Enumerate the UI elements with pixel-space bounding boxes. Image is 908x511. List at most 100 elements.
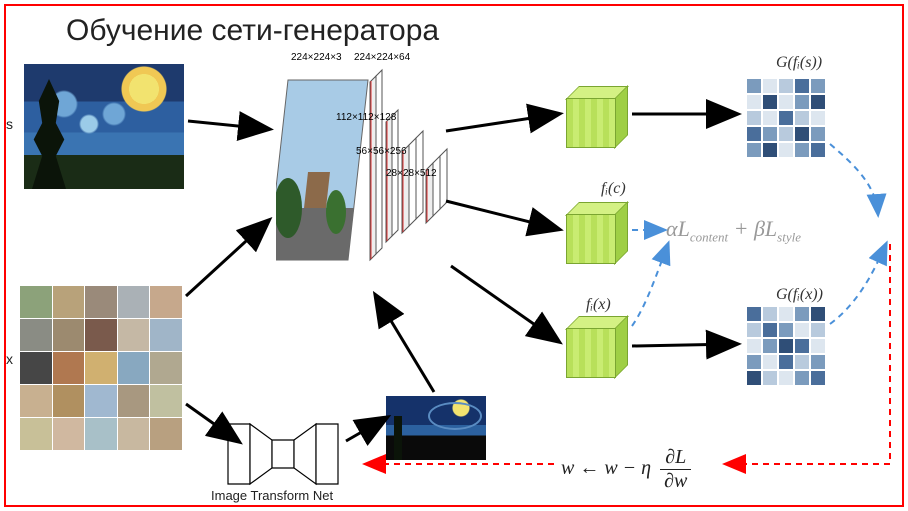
- diagram-canvas: Обучение сети-генератора s x: [4, 4, 904, 507]
- grid-x-cell: [85, 319, 117, 351]
- grid-x-cell: [85, 286, 117, 318]
- gram-cell: [746, 306, 762, 322]
- page-title: Обучение сети-генератора: [66, 14, 439, 48]
- grid-x-cell: [150, 286, 182, 318]
- grid-x-cell: [53, 418, 85, 450]
- grid-x-cell: [53, 385, 85, 417]
- grid-x-cell: [53, 352, 85, 384]
- gram-cell: [762, 370, 778, 386]
- grid-x-cell: [118, 418, 150, 450]
- upd-den: ∂w: [660, 470, 691, 493]
- gram-cell: [762, 110, 778, 126]
- gram-cell: [762, 306, 778, 322]
- alpha: α: [666, 216, 678, 241]
- gram-cell: [810, 322, 826, 338]
- gram-cell: [762, 126, 778, 142]
- content-image-grid: [20, 286, 182, 450]
- gram-cell: [810, 306, 826, 322]
- feature-cube-c: [566, 202, 626, 262]
- grid-x-cell: [20, 385, 52, 417]
- grid-x-cell: [53, 286, 85, 318]
- gram-cell: [794, 354, 810, 370]
- vgg-network: [276, 66, 476, 301]
- gram-cell: [746, 78, 762, 94]
- gram-cell: [794, 306, 810, 322]
- gram-cell: [794, 338, 810, 354]
- grid-x-cell: [20, 418, 52, 450]
- label-fx: fᵢ(x): [586, 296, 611, 314]
- gram-cell: [746, 94, 762, 110]
- Ls: L: [765, 216, 777, 241]
- gram-cell: [810, 354, 826, 370]
- gram-cell: [778, 126, 794, 142]
- grid-x-cell: [150, 385, 182, 417]
- grid-x-cell: [85, 352, 117, 384]
- plus: +: [728, 216, 754, 241]
- Ls-sub: style: [777, 229, 801, 244]
- image-transform-net: [224, 422, 344, 493]
- grid-x-cell: [53, 319, 85, 351]
- grid-x-cell: [85, 418, 117, 450]
- grid-x-cell: [118, 352, 150, 384]
- gram-cell: [794, 322, 810, 338]
- gram-cell: [810, 338, 826, 354]
- vgg-dim-3: 112×112×128: [336, 112, 396, 123]
- gram-cell: [762, 142, 778, 158]
- grid-x-cell: [20, 286, 52, 318]
- gram-cell: [746, 110, 762, 126]
- grid-x-cell: [20, 352, 52, 384]
- grid-x-cell: [118, 286, 150, 318]
- gram-cell: [810, 142, 826, 158]
- gram-cell: [778, 94, 794, 110]
- gram-cell: [762, 78, 778, 94]
- grid-x-cell: [150, 418, 182, 450]
- loss-formula: αLcontent + βLstyle: [666, 216, 801, 245]
- grid-x-cell: [150, 352, 182, 384]
- gram-matrix-s: [746, 78, 826, 158]
- gram-cell: [794, 78, 810, 94]
- gram-cell: [810, 78, 826, 94]
- grid-x-cell: [20, 319, 52, 351]
- gram-cell: [810, 94, 826, 110]
- upd-num: ∂L: [660, 446, 691, 470]
- Lc-sub: content: [690, 229, 728, 244]
- gram-cell: [762, 354, 778, 370]
- gram-cell: [778, 354, 794, 370]
- grid-x-cell: [150, 319, 182, 351]
- gram-cell: [794, 94, 810, 110]
- gram-cell: [778, 370, 794, 386]
- gram-cell: [778, 78, 794, 94]
- gram-cell: [778, 142, 794, 158]
- itn-label: Image Transform Net: [211, 488, 333, 503]
- vgg-dim-4: 56×56×256: [356, 146, 407, 157]
- gram-matrix-x: [746, 306, 826, 386]
- upd-left: w ← w − η: [561, 457, 651, 479]
- vgg-dim-2: 224×224×64: [354, 52, 410, 63]
- feature-cube-x: [566, 316, 626, 376]
- gram-cell: [794, 110, 810, 126]
- feature-cube-s: [566, 86, 626, 146]
- gram-cell: [810, 110, 826, 126]
- grid-x-cell: [85, 385, 117, 417]
- gram-cell: [778, 322, 794, 338]
- gram-cell: [762, 338, 778, 354]
- gram-cell: [778, 110, 794, 126]
- gram-cell: [746, 322, 762, 338]
- beta: β: [754, 216, 765, 241]
- gram-cell: [746, 142, 762, 158]
- gram-cell: [810, 370, 826, 386]
- gram-cell: [746, 338, 762, 354]
- style-image: [24, 64, 184, 189]
- gram-cell: [746, 126, 762, 142]
- label-fc: fᵢ(c): [601, 180, 626, 198]
- gram-cell: [778, 306, 794, 322]
- gram-cell: [762, 322, 778, 338]
- vgg-dim-5: 28×28×512: [386, 168, 437, 179]
- label-gfx: G(fᵢ(x)): [776, 286, 823, 304]
- gram-cell: [794, 142, 810, 158]
- gram-cell: [746, 370, 762, 386]
- stylized-output: [386, 396, 486, 460]
- gram-cell: [746, 354, 762, 370]
- Lc: L: [678, 216, 690, 241]
- gram-cell: [778, 338, 794, 354]
